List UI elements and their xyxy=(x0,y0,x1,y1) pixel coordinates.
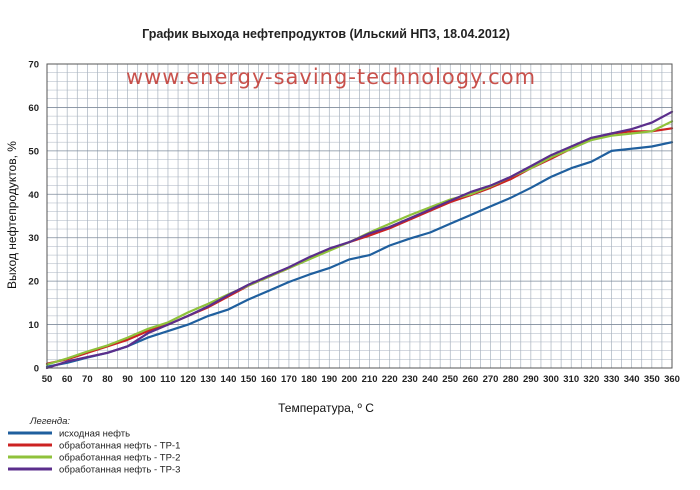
x-tick-label: 200 xyxy=(341,374,357,385)
y-tick-label: 50 xyxy=(28,146,39,157)
y-tick-label: 70 xyxy=(28,60,39,71)
x-tick-label: 130 xyxy=(200,374,216,385)
x-tick-label: 290 xyxy=(523,374,539,385)
x-tick-label: 210 xyxy=(362,374,378,385)
y-tick-label: 30 xyxy=(28,233,39,244)
grid xyxy=(46,63,673,369)
legend-label-2: обработанная нефть - ТР-1 xyxy=(59,441,180,452)
x-axis-label: Температура, º С xyxy=(278,401,374,415)
x-tick-label: 160 xyxy=(261,374,277,385)
x-tick-label: 300 xyxy=(543,374,559,385)
x-tick-label: 330 xyxy=(604,374,620,385)
x-tick-label: 190 xyxy=(321,374,337,385)
x-tick-label: 80 xyxy=(102,374,113,385)
y-axis-label: Выход нефтепродуктов, % xyxy=(5,141,19,289)
x-tick-label: 360 xyxy=(664,374,680,385)
x-tick-label: 90 xyxy=(122,374,133,385)
x-tick-label: 320 xyxy=(583,374,599,385)
x-tick-label: 310 xyxy=(563,374,579,385)
x-tick-label: 230 xyxy=(402,374,418,385)
x-tick-label: 60 xyxy=(62,374,73,385)
x-tick-label: 140 xyxy=(221,374,237,385)
x-tick-label: 220 xyxy=(382,374,398,385)
y-tick-label: 40 xyxy=(28,190,39,201)
x-tick-label: 260 xyxy=(462,374,478,385)
x-tick-label: 170 xyxy=(281,374,297,385)
x-tick-label: 100 xyxy=(140,374,156,385)
x-tick-label: 270 xyxy=(483,374,499,385)
y-tick-label: 0 xyxy=(34,364,39,375)
x-tick-label: 180 xyxy=(301,374,317,385)
series-line-4 xyxy=(45,110,674,370)
legend-label-1: исходная нефть xyxy=(59,429,130,440)
y-tick-label: 60 xyxy=(28,103,39,114)
y-tick-label: 20 xyxy=(28,277,39,288)
legend-label-3: обработанная нефть - ТР-2 xyxy=(59,453,180,464)
legend-title: Легенда: xyxy=(29,416,70,427)
x-tick-label: 350 xyxy=(644,374,660,385)
x-tick-label: 150 xyxy=(241,374,257,385)
x-tick-label: 110 xyxy=(160,374,175,385)
watermark-text: www.energy-saving-technology.com xyxy=(126,65,536,89)
x-tick-label: 250 xyxy=(442,374,458,385)
x-tick-label: 50 xyxy=(42,374,53,385)
y-tick-label: 10 xyxy=(28,320,39,331)
series-line-1 xyxy=(45,141,674,368)
legend-label-4: обработанная нефть - ТР-3 xyxy=(59,465,180,476)
x-tick-label: 240 xyxy=(422,374,438,385)
plot-border xyxy=(46,63,673,369)
x-tick-label: 120 xyxy=(180,374,196,385)
chart-title: График выхода нефтепродуктов (Ильский НП… xyxy=(142,27,510,41)
x-tick-label: 340 xyxy=(624,374,640,385)
x-tick-label: 280 xyxy=(503,374,519,385)
x-tick-label: 70 xyxy=(82,374,93,385)
